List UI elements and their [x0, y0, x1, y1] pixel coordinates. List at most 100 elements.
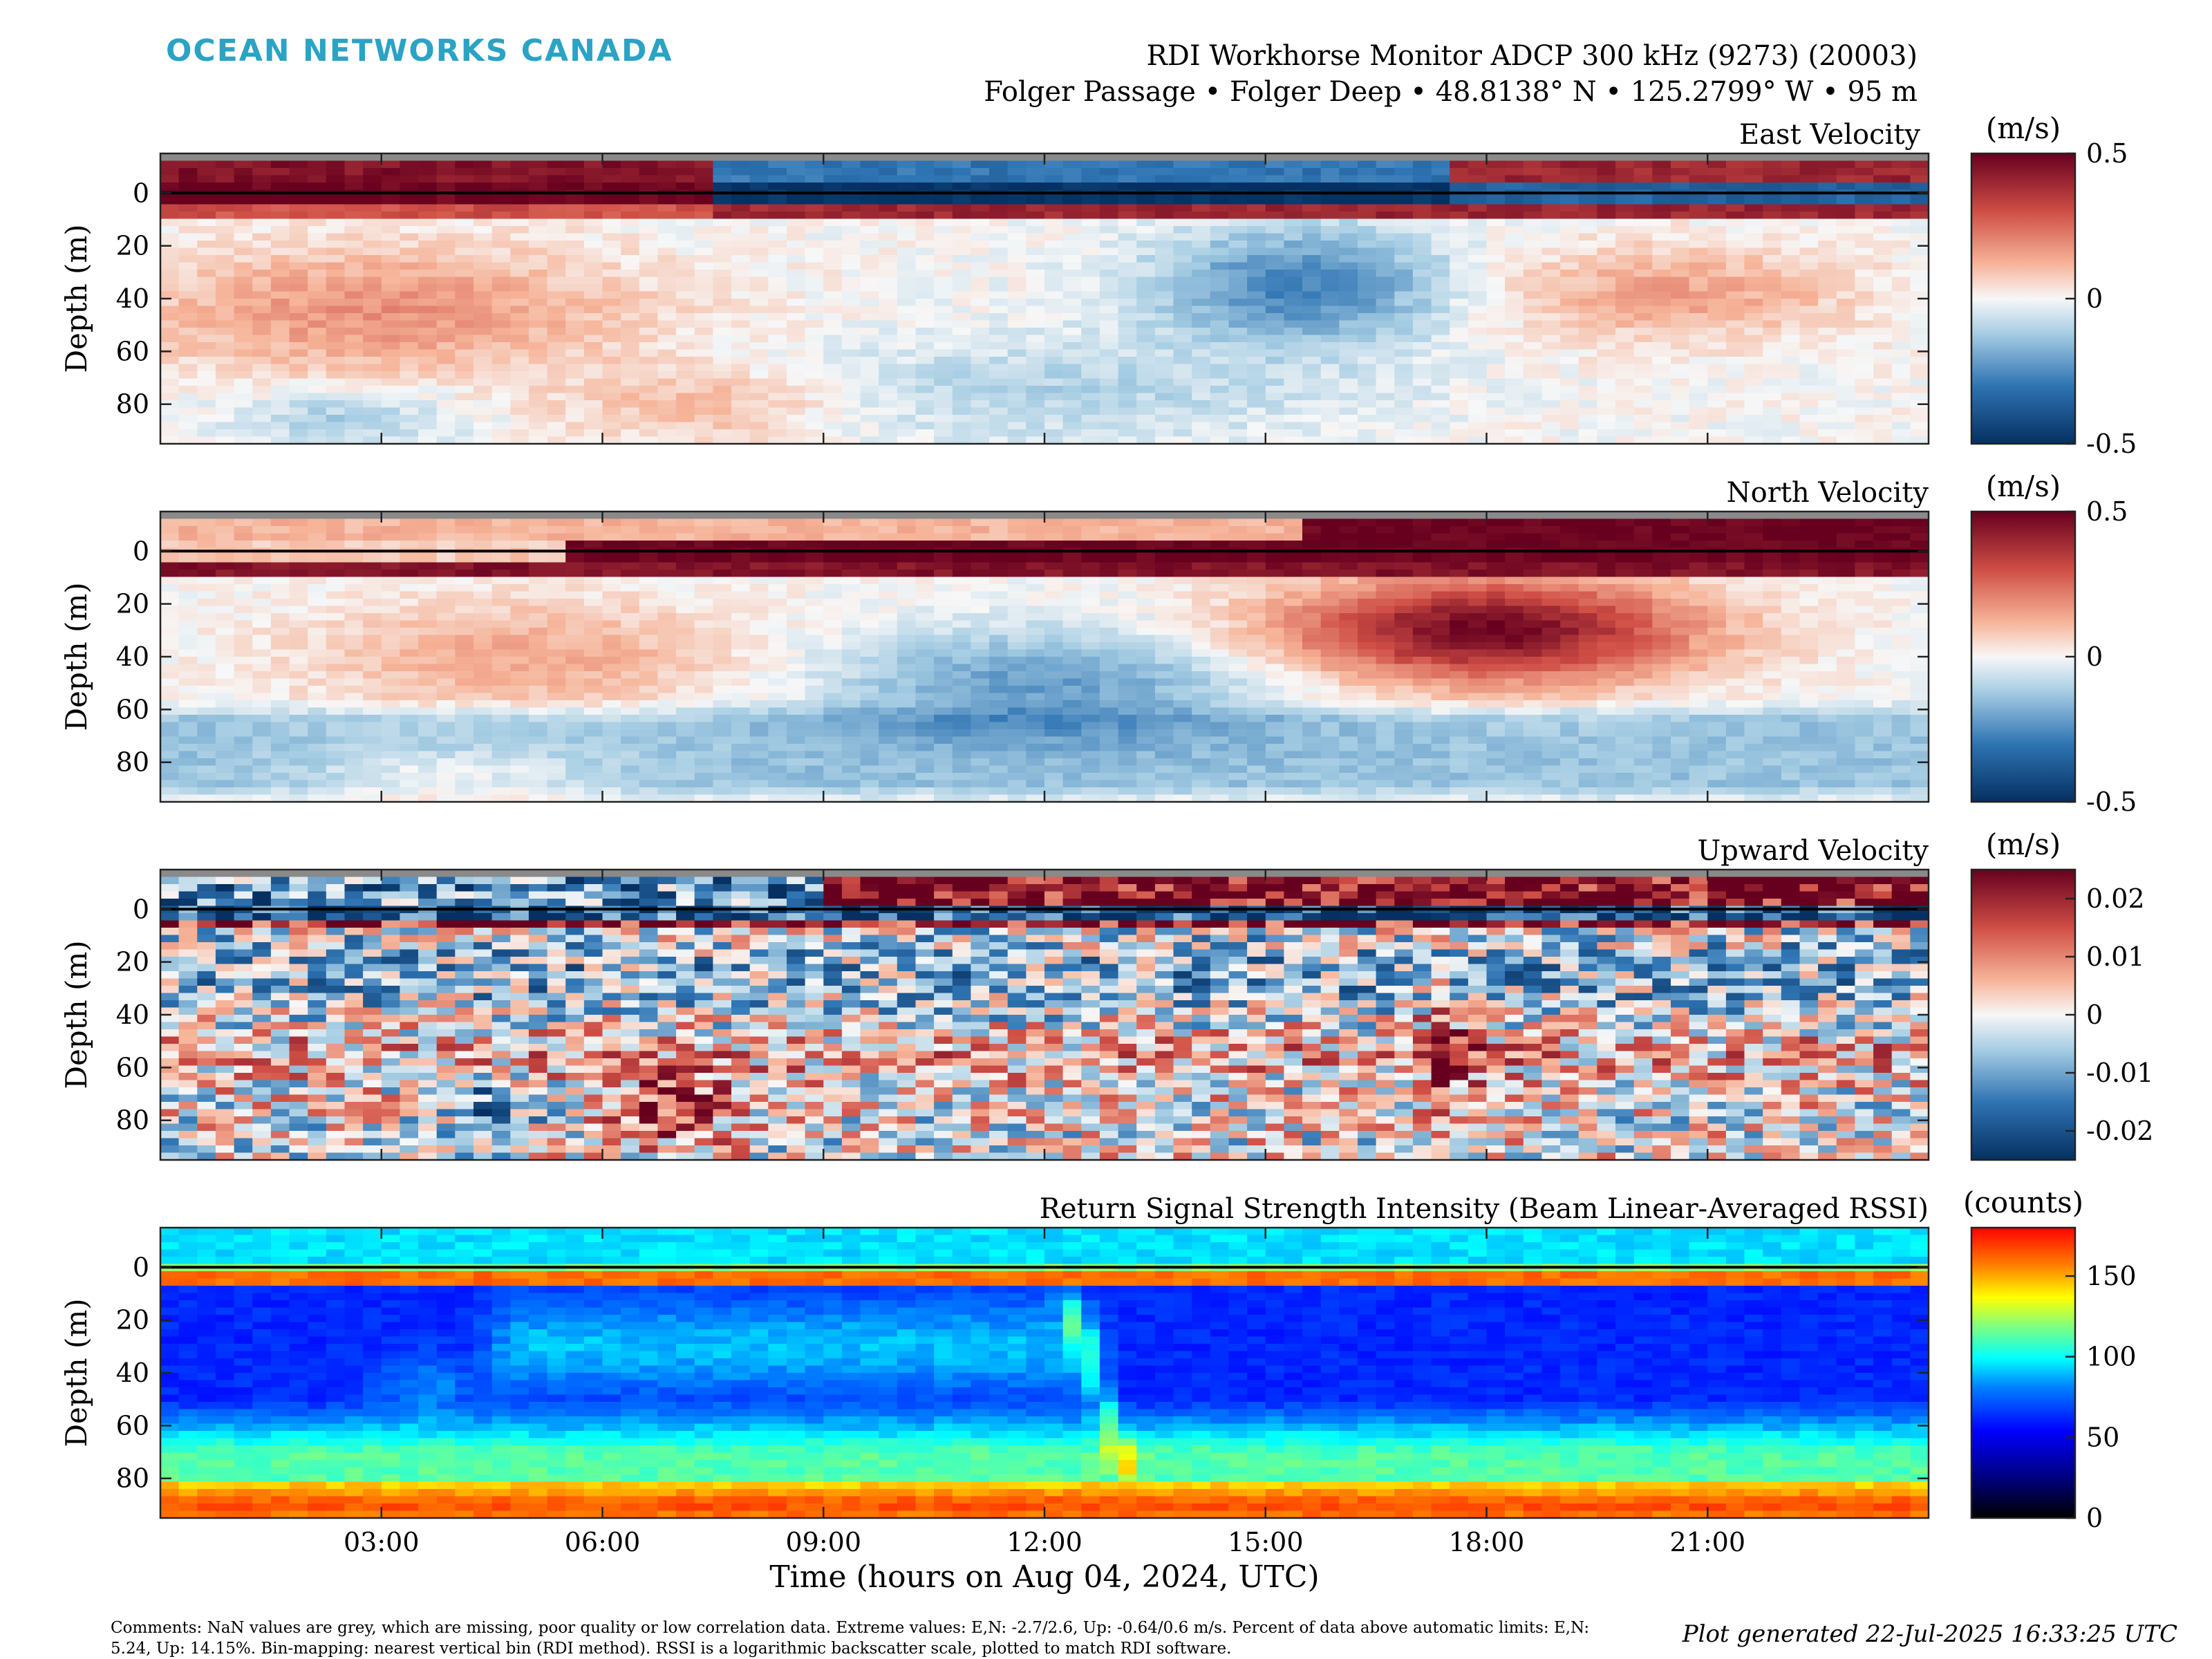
heatmap-cell	[749, 276, 769, 285]
heatmap-cell	[252, 628, 272, 636]
heatmap-cell	[1486, 436, 1506, 444]
heatmap-cell	[1302, 335, 1322, 343]
heatmap-cell	[344, 736, 364, 744]
heatmap-cell	[823, 153, 843, 162]
heatmap-cell	[455, 299, 474, 307]
heatmap-cell	[528, 342, 548, 350]
heatmap-cell	[694, 335, 714, 343]
heatmap-cell	[1781, 255, 1801, 263]
heatmap-cell	[602, 744, 621, 752]
heatmap-cell	[215, 686, 235, 694]
heatmap-cell	[528, 270, 548, 278]
heatmap-cell	[657, 197, 677, 205]
heatmap-cell	[1560, 320, 1580, 328]
heatmap-cell	[841, 393, 861, 401]
heatmap-cell	[1891, 299, 1911, 307]
heatmap-cell	[270, 671, 290, 679]
heatmap-cell	[1192, 284, 1211, 292]
heatmap-cell	[1910, 364, 1929, 372]
heatmap-cell	[1007, 306, 1027, 314]
heatmap-cell	[879, 153, 898, 162]
heatmap-cell	[289, 393, 308, 401]
heatmap-cell	[400, 276, 419, 285]
heatmap-cell	[934, 175, 953, 183]
heatmap-cell	[547, 262, 566, 270]
heatmap-cell	[270, 533, 290, 541]
heatmap-cell	[657, 342, 677, 350]
heatmap-cell	[547, 306, 566, 314]
heatmap-cell	[971, 400, 990, 409]
heatmap-cell	[1099, 233, 1119, 241]
heatmap-cell	[1468, 357, 1488, 365]
heatmap-cell	[1192, 378, 1211, 386]
heatmap-cell	[676, 276, 695, 285]
heatmap-cell	[1725, 357, 1745, 365]
heatmap-cell	[1265, 429, 1285, 438]
heatmap-cell	[971, 313, 990, 321]
heatmap-cell	[178, 255, 198, 263]
heatmap-cell	[234, 160, 253, 169]
heatmap-cell	[363, 335, 382, 343]
heatmap-cell	[1781, 233, 1801, 241]
heatmap-cell	[565, 168, 585, 176]
heatmap-cell	[1192, 262, 1211, 270]
heatmap-cell	[1836, 276, 1856, 285]
heatmap-cell	[1468, 204, 1488, 212]
heatmap-cell	[547, 751, 566, 759]
heatmap-cell	[1394, 233, 1414, 241]
heatmap-cell	[1320, 168, 1340, 176]
heatmap-cell	[308, 400, 327, 409]
heatmap-cell	[1781, 378, 1801, 386]
heatmap-cell	[934, 255, 953, 263]
heatmap-cell	[971, 204, 990, 212]
heatmap-cell	[308, 794, 327, 803]
heatmap-cell	[491, 570, 511, 578]
heatmap-cell	[1044, 429, 1064, 438]
heatmap-cell	[178, 393, 198, 401]
heatmap-cell	[1044, 400, 1064, 409]
heatmap-cell	[234, 306, 253, 314]
heatmap-cell	[308, 664, 327, 672]
heatmap-cell	[639, 357, 659, 365]
heatmap-cell	[1412, 422, 1432, 430]
heatmap-cell	[1026, 313, 1045, 321]
heatmap-cell	[639, 415, 659, 423]
heatmap-cell	[676, 400, 695, 409]
heatmap-cell	[1541, 153, 1561, 162]
heatmap-cell	[621, 284, 640, 292]
heatmap-cell	[1707, 429, 1727, 438]
heatmap-cell	[934, 328, 953, 336]
heatmap-cell	[602, 349, 621, 357]
heatmap-cell	[363, 357, 382, 365]
heatmap-cell	[510, 393, 529, 401]
heatmap-cell	[474, 780, 493, 788]
heatmap-cell	[1154, 241, 1174, 249]
heatmap-cell	[1652, 328, 1671, 336]
heatmap-cell	[528, 570, 548, 578]
heatmap-cell	[270, 584, 290, 592]
heatmap-cell	[1192, 342, 1211, 350]
heatmap-cell	[528, 386, 548, 394]
heatmap-cell	[289, 284, 308, 292]
panel-title: East Velocity	[1739, 119, 1920, 151]
heatmap-cell	[731, 212, 751, 220]
heatmap-cell	[547, 729, 566, 738]
heatmap-cell	[308, 758, 327, 767]
heatmap-cell	[1154, 204, 1174, 212]
colorbar-gradient	[1970, 152, 2077, 445]
heatmap-cell	[178, 386, 198, 394]
heatmap-cell	[1450, 204, 1469, 212]
heatmap-cell	[989, 218, 1009, 227]
heatmap-cell	[565, 226, 585, 234]
heatmap-cell	[1136, 436, 1156, 444]
heatmap-cell	[1578, 429, 1598, 438]
heatmap-cell	[768, 415, 787, 423]
heatmap-cell	[1652, 415, 1671, 423]
heatmap-cell	[400, 175, 419, 183]
heatmap-cell	[381, 386, 401, 394]
heatmap-cell	[363, 758, 382, 767]
heatmap-cell	[1763, 247, 1782, 256]
heatmap-cell	[565, 270, 585, 278]
heatmap-cell	[749, 400, 769, 409]
heatmap-cell	[1026, 226, 1045, 234]
